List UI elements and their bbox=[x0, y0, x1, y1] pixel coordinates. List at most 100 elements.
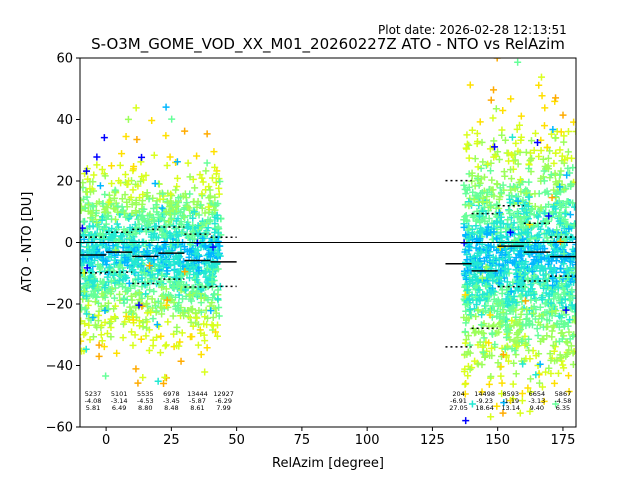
scatter-point bbox=[462, 307, 470, 315]
scatter-point bbox=[526, 407, 534, 415]
scatter-point bbox=[109, 242, 117, 250]
scatter-point bbox=[462, 144, 470, 152]
scatter-point bbox=[513, 331, 521, 339]
scatter-point bbox=[193, 276, 201, 284]
scatter-point bbox=[571, 305, 576, 313]
scatter-point bbox=[135, 220, 143, 228]
scatter-point bbox=[187, 318, 195, 326]
scatter-point bbox=[153, 321, 161, 329]
scatter-point bbox=[211, 206, 219, 214]
scatter-point bbox=[541, 300, 549, 308]
scatter-point bbox=[538, 294, 546, 302]
scatter-point bbox=[526, 388, 534, 396]
scatter-point bbox=[537, 204, 545, 212]
scatter-point bbox=[101, 306, 109, 314]
scatter-point bbox=[214, 250, 222, 258]
scatter-point bbox=[107, 162, 115, 170]
scatter-point bbox=[486, 311, 494, 319]
scatter-point bbox=[189, 322, 197, 330]
scatter-point bbox=[152, 201, 160, 209]
scatter-point bbox=[158, 310, 166, 318]
scatter-point bbox=[156, 214, 164, 222]
bin-std-label: 7.99 bbox=[216, 404, 230, 412]
scatter-point bbox=[173, 202, 181, 210]
scatter-point bbox=[204, 314, 212, 322]
scatter-point bbox=[532, 352, 540, 360]
scatter-point bbox=[158, 204, 166, 212]
scatter-point bbox=[512, 139, 520, 147]
x-axis-label: RelAzim [degree] bbox=[272, 456, 384, 471]
scatter-point bbox=[162, 285, 170, 293]
scatter-point bbox=[524, 202, 532, 210]
scatter-point bbox=[551, 266, 559, 274]
scatter-point bbox=[485, 339, 493, 347]
scatter-point bbox=[559, 111, 567, 119]
scatter-point bbox=[507, 166, 515, 174]
scatter-point bbox=[487, 96, 495, 104]
scatter-point bbox=[549, 342, 557, 350]
scatter-point bbox=[540, 177, 548, 185]
scatter-point bbox=[136, 289, 144, 297]
scatter-point bbox=[159, 262, 167, 270]
scatter-point bbox=[203, 159, 211, 167]
scatter-point bbox=[556, 351, 564, 359]
scatter-point bbox=[200, 269, 208, 277]
scatter-point bbox=[488, 329, 496, 337]
scatter-point bbox=[476, 235, 484, 243]
scatter-point bbox=[550, 245, 558, 253]
scatter-point bbox=[537, 147, 545, 155]
scatter-point bbox=[193, 314, 201, 322]
scatter-point bbox=[507, 175, 515, 183]
scatter-point bbox=[468, 126, 476, 134]
scatter-point bbox=[510, 219, 518, 227]
scatter-point bbox=[197, 329, 205, 337]
scatter-point bbox=[110, 205, 118, 213]
scatter-point bbox=[564, 148, 572, 156]
scatter-point bbox=[489, 114, 497, 122]
scatter-point bbox=[82, 345, 90, 353]
scatter-point bbox=[554, 284, 562, 292]
scatter-point bbox=[538, 92, 546, 100]
scatter-point bbox=[99, 200, 107, 208]
scatter-point bbox=[495, 279, 503, 287]
scatter-point bbox=[116, 290, 124, 298]
scatter-point bbox=[119, 334, 127, 342]
scatter-point bbox=[99, 256, 107, 264]
scatter-point bbox=[134, 182, 142, 190]
scatter-point bbox=[547, 171, 555, 179]
scatter-point bbox=[484, 223, 492, 231]
scatter-point bbox=[474, 306, 482, 314]
scatter-point bbox=[127, 193, 135, 201]
scatter-point bbox=[216, 282, 224, 290]
scatter-point bbox=[502, 233, 510, 241]
scatter-point bbox=[109, 267, 117, 275]
scatter-point bbox=[562, 352, 570, 360]
scatter-point bbox=[213, 332, 221, 340]
scatter-point bbox=[508, 151, 516, 159]
scatter-point bbox=[542, 203, 550, 211]
x-tick-label: 175 bbox=[551, 433, 576, 448]
scatter-point bbox=[135, 242, 143, 250]
scatter-point bbox=[208, 321, 216, 329]
scatter-point bbox=[128, 257, 136, 265]
scatter-point bbox=[517, 310, 525, 318]
scatter-point bbox=[184, 260, 192, 268]
scatter-point bbox=[194, 197, 202, 205]
scatter-point bbox=[114, 202, 122, 210]
scatter-point bbox=[200, 219, 208, 227]
bin-mean-label: -4.08 bbox=[85, 397, 102, 405]
scatter-point bbox=[488, 344, 496, 352]
scatter-point bbox=[151, 229, 159, 237]
scatter-point bbox=[118, 195, 126, 203]
bin-count-label: 5101 bbox=[111, 390, 128, 398]
scatter-point bbox=[132, 365, 140, 373]
scatter-point bbox=[514, 208, 522, 216]
scatter-point bbox=[184, 202, 192, 210]
scatter-point bbox=[526, 355, 534, 363]
scatter-point bbox=[468, 172, 476, 180]
scatter-point bbox=[563, 171, 571, 179]
scatter-point bbox=[489, 186, 497, 194]
scatter-point bbox=[552, 94, 560, 102]
scatter-point bbox=[571, 317, 576, 325]
scatter-point bbox=[501, 172, 509, 180]
